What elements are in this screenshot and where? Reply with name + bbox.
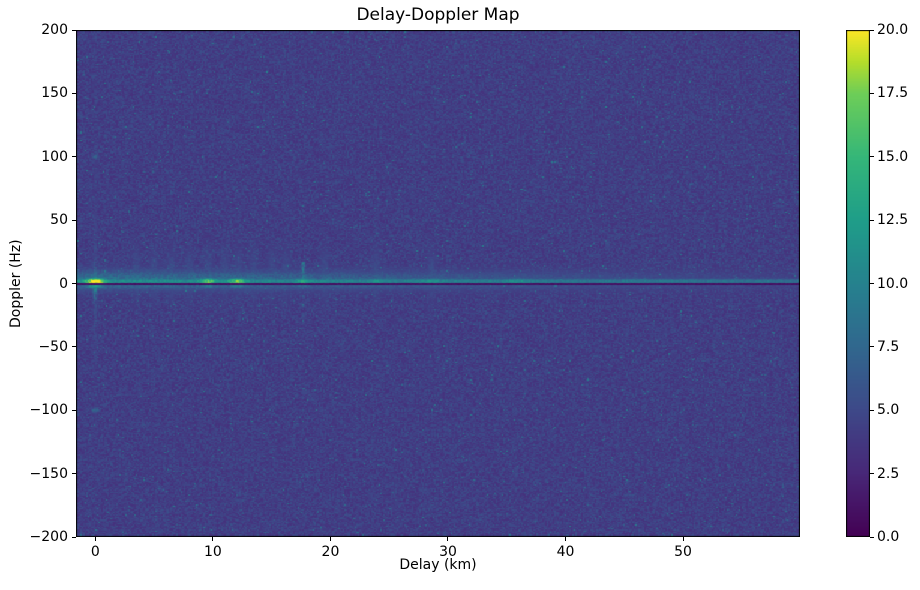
y-tick-label: −100 (29, 402, 68, 419)
y-tick-label: 0 (59, 275, 68, 292)
y-tick-label: −150 (29, 465, 68, 482)
colorbar-tick-label: 12.5 (877, 212, 909, 229)
colorbar-tick-label: 7.5 (877, 338, 900, 355)
colorbar-tick-label: 2.5 (877, 465, 900, 482)
x-tick-label: 30 (439, 544, 457, 560)
y-tick-label: 150 (41, 85, 68, 102)
heatmap-canvas (76, 30, 800, 537)
colorbar-tick-mark (870, 346, 874, 348)
y-tick-label: 50 (50, 212, 68, 229)
y-tick-mark (72, 473, 76, 475)
colorbar-tick-mark (870, 536, 874, 538)
colorbar-tick-label: 15.0 (877, 148, 909, 165)
y-tick-mark (72, 283, 76, 284)
x-tick-mark (94, 537, 96, 541)
y-tick-label: 200 (41, 22, 68, 38)
x-tick-label: 50 (674, 544, 692, 560)
y-tick-label: −200 (29, 529, 68, 545)
y-tick-label: 100 (41, 148, 68, 165)
y-tick-mark (72, 409, 76, 411)
y-axis-label: Doppler (Hz) (8, 239, 24, 328)
chart-title: Delay-Doppler Map (356, 5, 520, 25)
x-tick-mark (329, 537, 331, 541)
colorbar-tick-mark (870, 473, 874, 475)
y-tick-mark (72, 29, 76, 31)
x-tick-label: 10 (204, 544, 222, 560)
x-tick-label: 20 (321, 544, 340, 560)
colorbar-tick-label: 10.0 (877, 275, 909, 292)
y-tick-mark (72, 536, 76, 538)
x-tick-mark (447, 537, 449, 541)
colorbar-tick-mark (870, 156, 874, 158)
x-tick-label: 0 (90, 544, 100, 560)
y-tick-mark (72, 156, 76, 158)
x-tick-label: 40 (556, 544, 575, 560)
y-tick-mark (72, 92, 76, 94)
colorbar-tick-mark (870, 92, 874, 94)
colorbar-canvas (846, 30, 870, 537)
colorbar-tick-label: 20.0 (877, 22, 909, 38)
colorbar-tick-mark (870, 409, 874, 411)
colorbar-tick-mark (870, 219, 874, 221)
colorbar-tick-label: 5.0 (877, 402, 900, 419)
y-tick-label: −50 (38, 338, 68, 355)
x-tick-mark (682, 537, 684, 541)
colorbar-tick-mark (870, 283, 874, 284)
y-tick-mark (72, 346, 76, 348)
y-tick-mark (72, 219, 76, 221)
colorbar-tick-mark (870, 29, 874, 31)
colorbar-tick-label: 0.0 (877, 529, 900, 545)
colorbar-tick-label: 17.5 (877, 85, 909, 102)
x-axis-label: Delay (km) (399, 557, 477, 573)
x-tick-mark (212, 537, 214, 541)
x-tick-mark (565, 537, 567, 541)
